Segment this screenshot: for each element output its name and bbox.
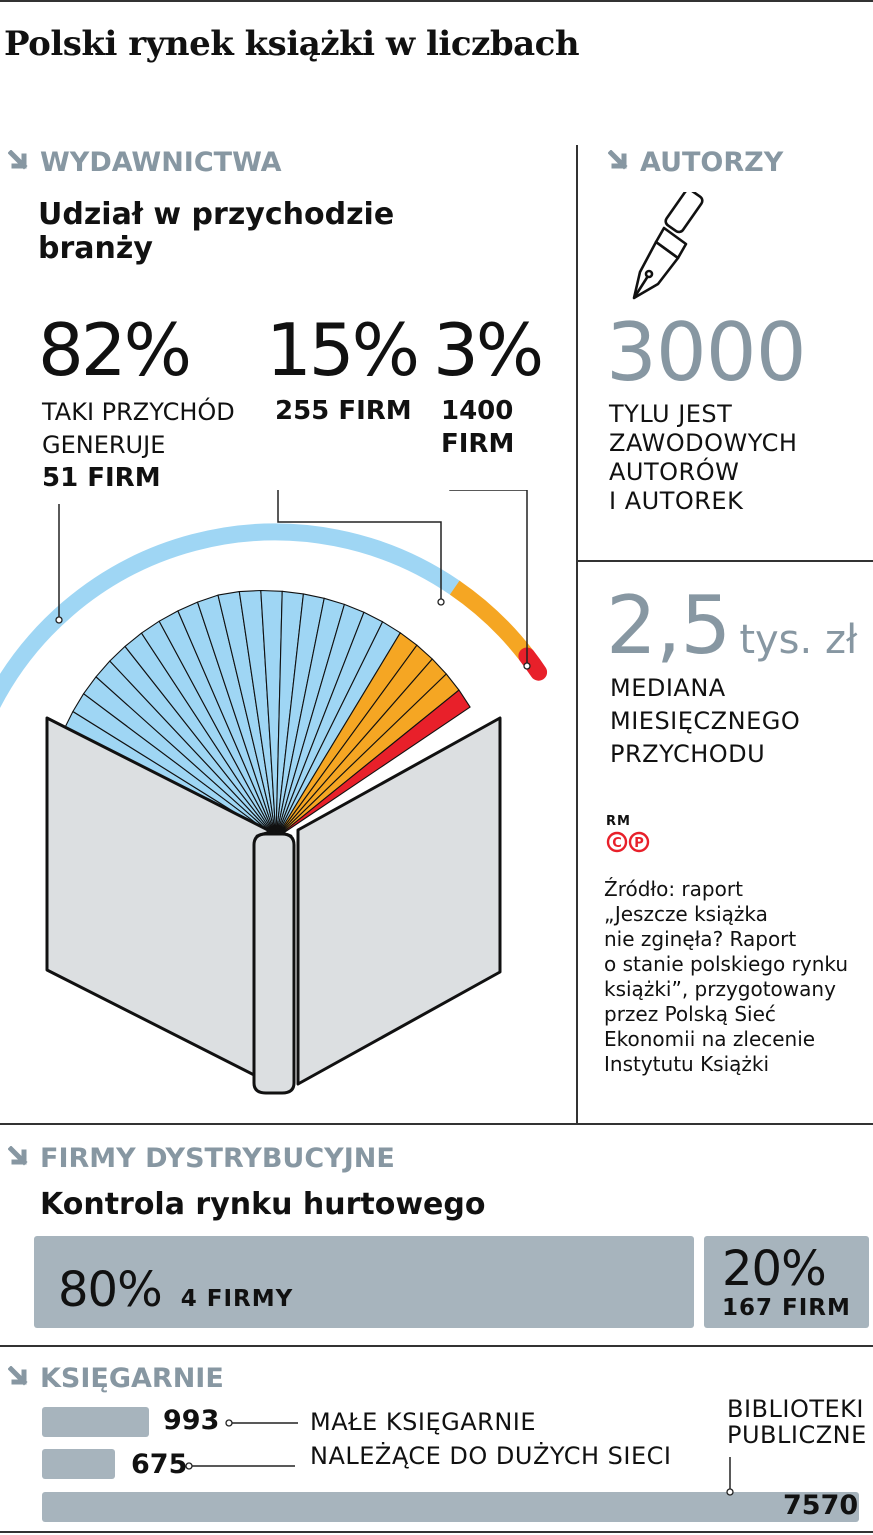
caption-firms: 51 FIRM bbox=[42, 463, 161, 493]
authors-caption-line: TYLU JEST bbox=[609, 400, 733, 428]
wholesale-label-2: 20% 167 FIRM bbox=[722, 1243, 851, 1321]
bookstore-bar-libraries bbox=[42, 1492, 859, 1522]
leader-dot bbox=[185, 1462, 193, 1470]
credit-rm: RM bbox=[606, 814, 631, 829]
source-line: Źródło: raport bbox=[604, 877, 743, 901]
arrow-down-right-icon bbox=[608, 150, 628, 170]
median-caption-line: MIESIĘCZNEGO bbox=[610, 707, 801, 735]
wholesale-label-1: 80% 4 FIRMY bbox=[58, 1262, 293, 1318]
median-unit: tys. zł bbox=[739, 617, 858, 663]
leader-dot bbox=[225, 1419, 233, 1427]
pct-group-2: 15% bbox=[266, 308, 420, 392]
bookstore-bar-chain bbox=[42, 1449, 115, 1479]
arc-segment-1 bbox=[0, 523, 464, 709]
section-heading-label: WYDAWNICTWA bbox=[40, 147, 282, 178]
pct-group-3: 3% bbox=[433, 308, 544, 392]
bookstore-bar-small bbox=[42, 1407, 150, 1437]
libraries-label-line: PUBLICZNE bbox=[727, 1421, 867, 1449]
column-divider bbox=[576, 145, 578, 1123]
caption-firms: FIRM bbox=[441, 429, 515, 459]
arrow-down-right-icon bbox=[8, 1366, 28, 1386]
median-value: 2,5 bbox=[606, 579, 731, 672]
bookstore-label-libraries: BIBLIOTEKI PUBLICZNE bbox=[727, 1396, 867, 1448]
caption-group-1: TAKI PRZYCHÓD GENERUJE 51 FIRM bbox=[42, 396, 235, 495]
fountain-pen-icon bbox=[632, 192, 704, 300]
arc-segment-2 bbox=[449, 580, 534, 662]
autorzy-divider bbox=[577, 560, 873, 562]
leader-dot bbox=[726, 1488, 734, 1496]
bookstore-value-libraries: 7570 bbox=[783, 1490, 859, 1521]
source-line: Instytutu Książki bbox=[604, 1052, 770, 1076]
source-line: o stanie polskiego rynku bbox=[604, 952, 849, 976]
section-heading-dystrybucja: FIRMY DYSTRYBUCYJNE bbox=[8, 1143, 395, 1174]
bookstore-label-chain: NALEŻĄCE DO DUŻYCH SIECI bbox=[310, 1442, 672, 1470]
right-cover bbox=[296, 716, 502, 1086]
chart-subtitle-line: Udział w przychodzie bbox=[38, 197, 395, 232]
source-line: książki”, przygotowany bbox=[604, 977, 836, 1001]
chart-subtitle: Udział w przychodzie branży bbox=[38, 198, 394, 266]
median-caption-line: MEDIANA bbox=[610, 674, 726, 702]
book-spine bbox=[252, 832, 296, 1095]
wholesale-bar-167-firms bbox=[704, 1236, 869, 1328]
section-heading-label: FIRMY DYSTRYBUCYJNE bbox=[40, 1143, 395, 1174]
authors-caption-line: I AUTOREK bbox=[609, 487, 744, 515]
top-rule bbox=[0, 0, 873, 2]
wholesale-bar-4-firms bbox=[34, 1236, 694, 1328]
authors-count: 3000 bbox=[606, 306, 807, 399]
caption-firms: 1400 bbox=[441, 396, 514, 426]
authors-caption: TYLU JEST ZAWODOWYCH AUTORÓW I AUTOREK bbox=[609, 400, 797, 516]
leader-line-3 bbox=[449, 490, 528, 666]
arrow-down-right-icon bbox=[8, 150, 28, 170]
bookstore-label-small: MAŁE KSIĘGARNIE bbox=[310, 1408, 537, 1436]
book-chart bbox=[0, 490, 548, 1095]
wholesale-pct-2: 20% bbox=[722, 1241, 827, 1297]
section-heading-label: AUTORZY bbox=[640, 147, 784, 178]
bottom-rule bbox=[0, 1531, 873, 1533]
page-title: Polski rynek książki w liczbach bbox=[4, 24, 580, 64]
source-line: nie zginęła? Raport bbox=[604, 927, 797, 951]
section-heading-ksiegarnie: KSIĘGARNIE bbox=[8, 1363, 224, 1394]
arrow-down-right-icon bbox=[8, 1146, 28, 1166]
bookstore-value-chain: 675 bbox=[131, 1449, 188, 1480]
median-income: 2,5 tys. zł bbox=[606, 586, 857, 666]
source-line: Ekonomii na zlecenie bbox=[604, 1027, 816, 1051]
section-heading-wydawnictwa: WYDAWNICTWA bbox=[8, 147, 282, 178]
wholesale-firms-1: 4 FIRMY bbox=[180, 1286, 294, 1312]
svg-text:C: C bbox=[612, 836, 622, 851]
source-line: „Jeszcze książka bbox=[604, 902, 768, 926]
median-caption-line: PRZYCHODU bbox=[610, 740, 766, 768]
wholesale-subtitle: Kontrola rynku hurtowego bbox=[40, 1187, 486, 1222]
leader-dot-1 bbox=[55, 616, 63, 624]
source-line: przez Polską Sieć bbox=[604, 1002, 776, 1026]
spine-top bbox=[255, 831, 293, 837]
median-caption: MEDIANA MIESIĘCZNEGO PRZYCHODU bbox=[610, 672, 800, 771]
leader-line-2 bbox=[277, 490, 442, 602]
libraries-label-line: BIBLIOTEKI bbox=[727, 1395, 864, 1423]
authors-caption-line: ZAWODOWYCH bbox=[609, 429, 798, 457]
section-rule-1 bbox=[0, 1123, 873, 1125]
authors-caption-line: AUTORÓW bbox=[609, 458, 740, 486]
leader-dot-3 bbox=[523, 662, 531, 670]
bookstore-leaders bbox=[185, 1419, 734, 1496]
leader-dot-2 bbox=[437, 598, 445, 606]
leader-lines bbox=[55, 490, 531, 670]
pct-group-1: 82% bbox=[38, 308, 192, 392]
caption-group-3: 1400 FIRM bbox=[441, 395, 514, 461]
source-note: Źródło: raport „Jeszcze książka nie zgin… bbox=[604, 877, 848, 1077]
section-heading-label: KSIĘGARNIE bbox=[40, 1363, 224, 1394]
section-rule-2 bbox=[0, 1345, 873, 1347]
credit-mark: RM C P bbox=[606, 814, 652, 857]
copyright-icon: C P bbox=[606, 831, 650, 853]
book-covers bbox=[45, 716, 502, 1095]
svg-text:P: P bbox=[634, 836, 644, 851]
section-heading-autorzy: AUTORZY bbox=[608, 147, 783, 178]
caption-line: GENERUJE bbox=[42, 431, 166, 459]
caption-group-2: 255 FIRM bbox=[275, 396, 412, 426]
chart-subtitle-line: branży bbox=[38, 231, 153, 266]
wholesale-pct-1: 80% bbox=[58, 1262, 163, 1318]
book-page bbox=[275, 689, 471, 839]
caption-line: TAKI PRZYCHÓD bbox=[42, 398, 235, 426]
bookstore-value-small: 993 bbox=[163, 1405, 220, 1436]
wholesale-firms-2: 167 FIRM bbox=[722, 1295, 851, 1321]
